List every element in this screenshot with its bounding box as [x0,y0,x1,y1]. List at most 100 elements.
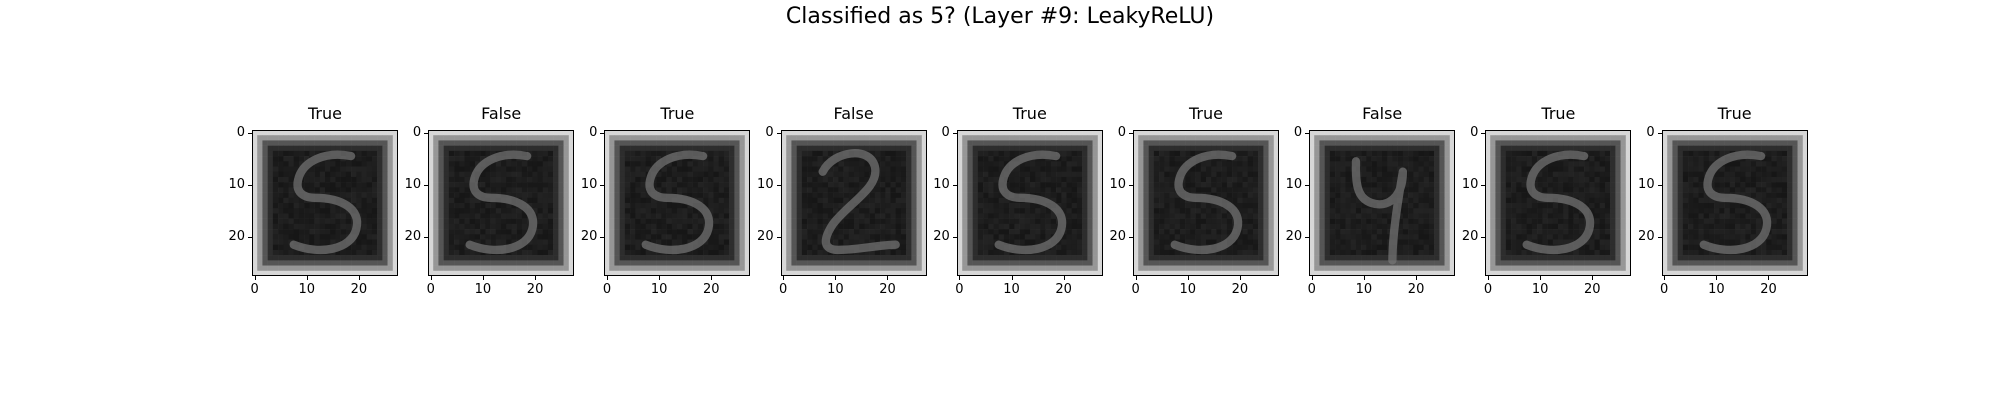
heatmap-cell [625,203,631,209]
heatmap-cell [1092,176,1098,183]
heatmap-cell [1029,161,1036,167]
heatmap-cell [806,192,813,199]
heatmap-cell [837,145,844,152]
heatmap-cell [1071,234,1078,240]
heatmap-cell [553,249,559,256]
heatmap-cell [1330,156,1336,162]
heatmap-cell [848,223,854,230]
heatmap-cell [982,208,989,214]
heatmap-cell [724,249,730,256]
heatmap-cell [864,249,870,256]
heatmap-cell [843,187,849,193]
heatmap-cell [1408,140,1414,146]
heatmap-cell [780,213,787,219]
heatmap-cell [1258,229,1264,235]
heatmap-cell [988,171,994,178]
heatmap-cell [1040,260,1046,266]
heatmap-cell [656,255,663,261]
heatmap-cell [392,161,398,167]
heatmap-cell [785,150,792,157]
heatmap-cell [319,265,326,272]
heatmap-cell [1387,156,1393,162]
heatmap-cell [1061,244,1067,251]
heatmap-cell [1133,150,1139,157]
heatmap-cell [1087,187,1093,193]
heatmap-cell [537,130,544,136]
heatmap-cell [278,260,284,266]
heatmap-cell [278,192,284,199]
heatmap-cell [843,192,849,199]
heatmap-cell [1206,145,1212,152]
heatmap-cell [635,208,642,214]
heatmap-cell [988,156,994,162]
heatmap-cell [449,213,455,219]
heatmap-cell [511,223,518,230]
heatmap-cell [822,176,828,183]
heatmap-cell [1164,182,1170,188]
heatmap-cell [609,156,616,162]
heatmap-cell [1040,234,1046,240]
heatmap-cell [304,229,310,235]
heatmap-cell [1050,140,1057,146]
heatmap-cell [1314,156,1320,162]
heatmap-cell [687,140,694,146]
heatmap-cell [956,140,963,146]
heatmap-cell [884,140,891,146]
heatmap-cell [1263,255,1269,261]
heatmap-cell [548,255,554,261]
heatmap-cell [568,239,575,246]
heatmap-cell [1242,171,1249,178]
heatmap-cell [1143,161,1149,167]
heatmap-cell [293,249,300,256]
heatmap-cell [1185,176,1191,183]
heatmap-cell [1061,249,1067,256]
heatmap-cell [635,192,642,199]
x-tick-label: 0 [250,282,259,297]
heatmap-cell [454,218,460,225]
heatmap-cell [822,192,828,199]
heatmap-cell [1071,255,1078,261]
heatmap-cell [490,260,497,266]
heatmap-cell [1247,150,1254,157]
heatmap-cell [780,223,787,230]
heatmap-cell [1221,161,1228,167]
heatmap-cell [666,145,673,152]
heatmap-cell [630,187,636,193]
heatmap-cell [677,135,683,141]
heatmap-cell [537,140,544,146]
heatmap-cell [382,130,388,136]
heatmap-cell [366,171,373,178]
heatmap-cell [490,145,497,152]
heatmap-cell [377,203,383,209]
heatmap-cell [1003,239,1010,246]
heatmap-cell [656,130,663,136]
heatmap-cell [433,249,439,256]
heatmap-cell [791,192,797,199]
heatmap-cell [1190,255,1196,261]
heatmap-cell [1148,166,1155,173]
heatmap-cell [982,171,989,178]
heatmap-cell [796,197,802,204]
heatmap-cell [506,182,512,188]
heatmap-cell [677,203,683,209]
heatmap-cell [1169,197,1176,204]
heatmap-cell [1087,265,1093,272]
heatmap-cell [1050,213,1057,219]
heatmap-cell [568,213,575,219]
heatmap-cell [371,197,378,204]
heatmap-cell [340,208,347,214]
heatmap-cell [485,171,492,178]
heatmap-cell [1169,187,1176,193]
heatmap-cell [568,182,575,188]
heatmap-cell [687,187,694,193]
heatmap-cell [921,229,927,235]
heatmap-cell [319,187,326,193]
heatmap-cell [791,234,797,240]
heatmap-cell [698,249,704,256]
heatmap-cell [827,197,834,204]
heatmap-cell [884,234,891,240]
heatmap-cell [548,270,554,276]
heatmap-cell [464,140,471,146]
heatmap-cell [371,223,378,230]
heatmap-cell [1195,130,1202,136]
